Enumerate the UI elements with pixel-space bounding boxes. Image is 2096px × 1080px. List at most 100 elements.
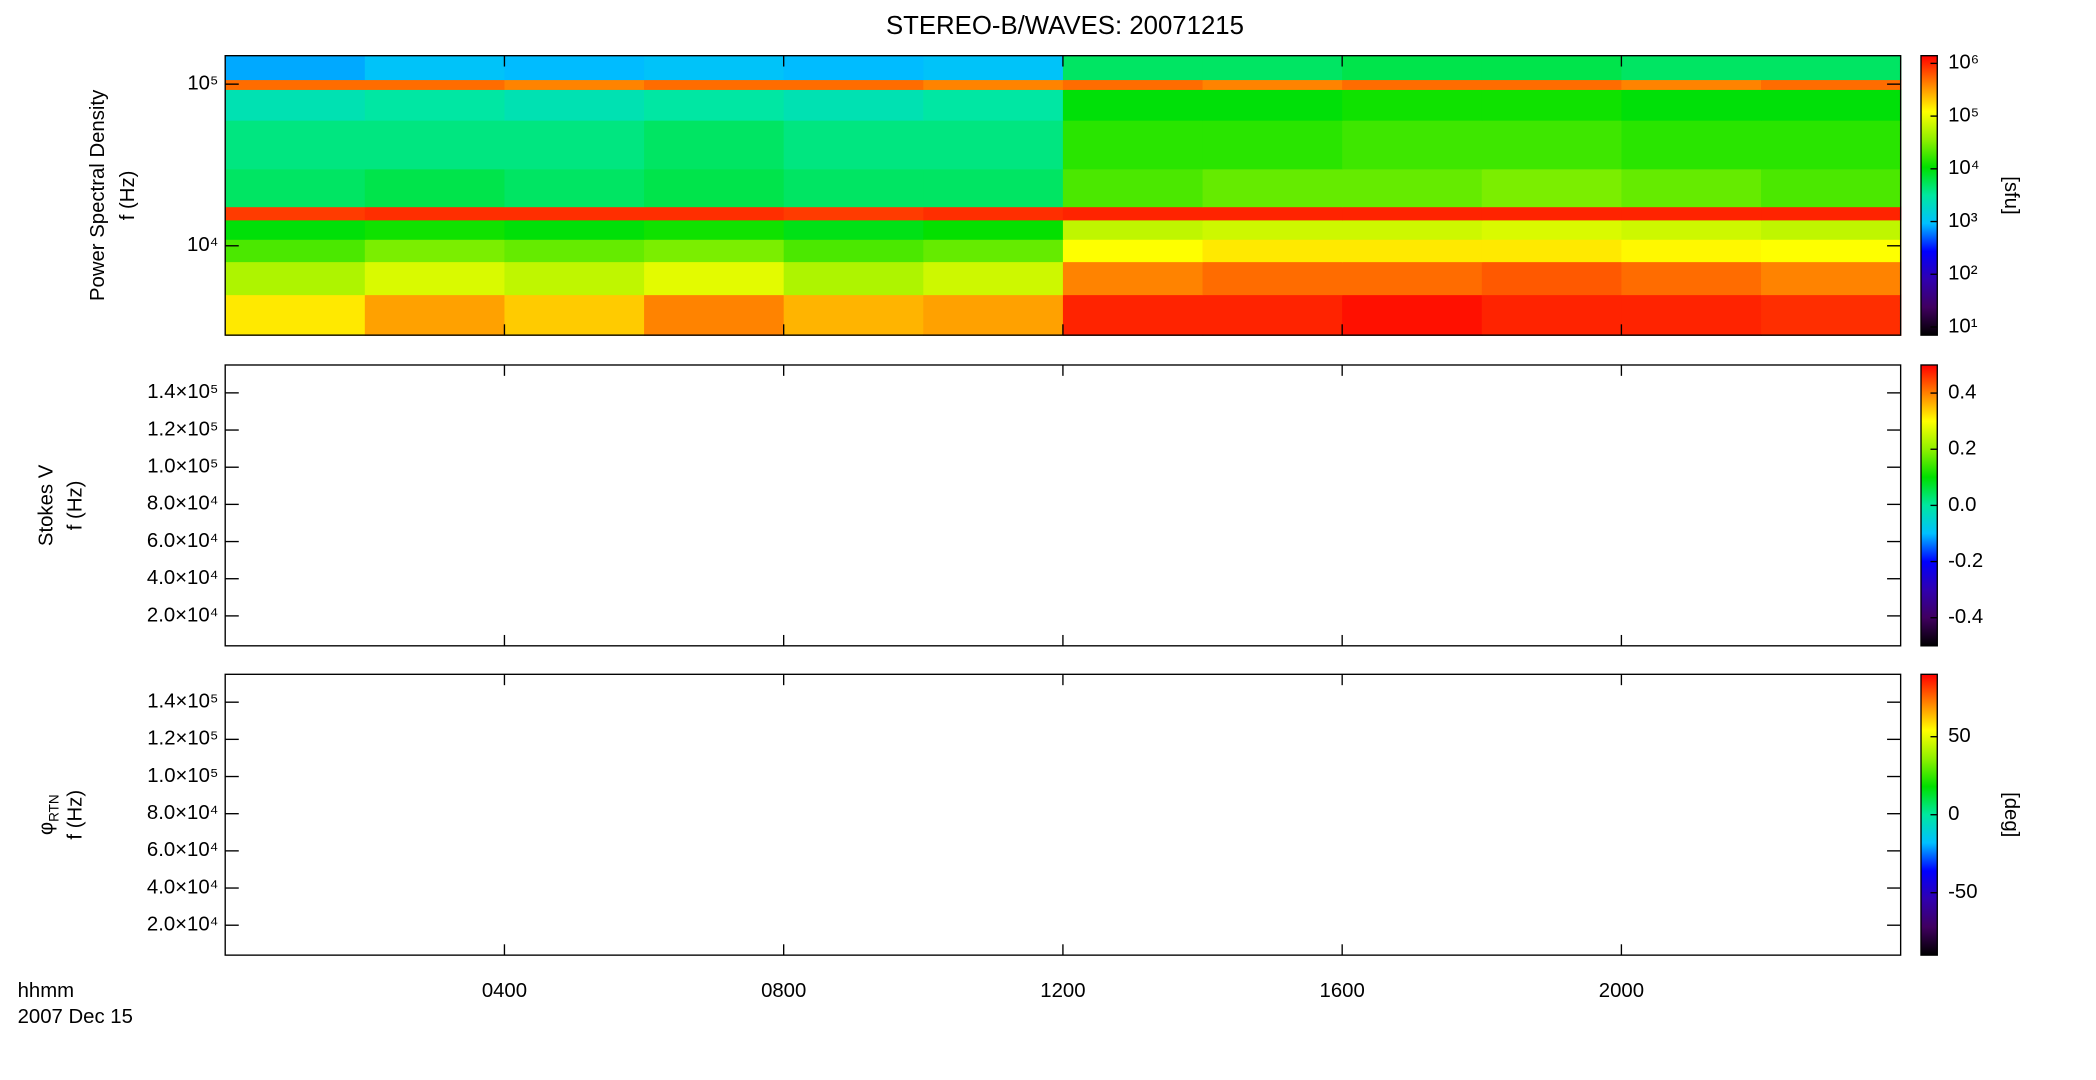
y-tick-label: 10⁵ [187, 73, 218, 95]
heatmap-cell [1342, 89, 1483, 121]
heatmap-cell [644, 239, 785, 263]
heatmap-cell [1621, 168, 1762, 208]
heatmap-cell [364, 168, 506, 208]
heatmap-cell [923, 219, 1064, 240]
heatmap-cell [923, 206, 1064, 221]
y-axis-title: Power Spectral Density [87, 89, 109, 301]
heatmap-cell [504, 261, 645, 296]
y-axis-title: φRTN [36, 794, 62, 835]
colorbar-tick-label: 10² [1948, 263, 1978, 285]
heatmap-cell [1761, 294, 1902, 336]
heatmap-cell [1202, 55, 1343, 81]
heatmap-cell [644, 294, 785, 336]
y-tick-label: 8.0×10⁴ [147, 802, 218, 824]
heatmap-cell [364, 79, 506, 90]
heatmap-cell [1621, 120, 1762, 170]
heatmap-cell [644, 261, 785, 296]
heatmap-cell [1062, 239, 1204, 263]
heatmap-cell [225, 239, 366, 263]
heatmap-cell [1342, 79, 1483, 90]
x-tick-label: 0800 [761, 980, 806, 1002]
colorbar-tick-label: -0.2 [1948, 550, 1983, 572]
heatmap-cell [923, 239, 1064, 263]
heatmap-cell [1342, 55, 1483, 81]
heatmap-cell [1202, 219, 1343, 240]
x-tick-label: 1200 [1040, 980, 1085, 1002]
heatmap-cell [225, 261, 366, 296]
heatmap-cell [923, 294, 1064, 336]
colorbar-tick-label: 10⁵ [1948, 104, 1979, 126]
colorbar-tick-label: 50 [1948, 725, 1971, 747]
heatmap-cell [783, 168, 924, 208]
y-axis-title: f (Hz) [64, 481, 86, 531]
heatmap-cell [1202, 206, 1343, 221]
heatmap-cell [364, 261, 506, 296]
colorbar [1920, 55, 1938, 336]
y-axis-title-text: Power Spectral Density [87, 89, 109, 301]
heatmap-cell [1621, 55, 1762, 81]
colorbar-tick-label: 0.2 [1948, 438, 1976, 460]
heatmap-cell [1481, 261, 1623, 296]
heatmap-cell [1342, 261, 1483, 296]
heatmap-cell [504, 206, 645, 221]
heatmap-cell [1621, 261, 1762, 296]
heatmap-cell [644, 79, 785, 90]
heatmap-cell [1761, 79, 1902, 90]
y-axis-title-text: φ [36, 822, 58, 835]
heatmap-cell [1481, 79, 1623, 90]
heatmap-cell [504, 239, 645, 263]
heatmap-cell [1062, 294, 1204, 336]
heatmap-cell [1481, 89, 1623, 121]
heatmap-cell [1342, 168, 1483, 208]
heatmap-cell [364, 206, 506, 221]
heatmap-cell [1761, 89, 1902, 121]
y-tick-label: 1.2×10⁵ [147, 418, 218, 440]
heatmap-cell [504, 55, 645, 81]
heatmap-cell [644, 206, 785, 221]
colorbar-tick-label: 10⁴ [1948, 157, 1979, 179]
heatmap-cell [1621, 206, 1762, 221]
colorbar-tick-label: -50 [1948, 881, 1977, 903]
heatmap-cell [1062, 206, 1204, 221]
heatmap-cell [504, 89, 645, 121]
y-tick-label: 4.0×10⁴ [147, 567, 218, 589]
y-tick-label: 1.4×10⁵ [147, 691, 218, 713]
heatmap-cell [1621, 219, 1762, 240]
heatmap-cell [1481, 239, 1623, 263]
x-tick-label: 2000 [1599, 980, 1644, 1002]
heatmap-cell [923, 79, 1064, 90]
heatmap-cell [225, 219, 366, 240]
heatmap-cell [783, 239, 924, 263]
x-axis-title: hhmm [18, 980, 74, 1002]
heatmap-cell [1481, 120, 1623, 170]
y-axis-title-subscript: RTN [47, 794, 62, 822]
heatmap-cell [225, 294, 366, 336]
heatmap-cell [644, 89, 785, 121]
heatmap-cell [504, 219, 645, 240]
heatmap-cell [783, 55, 924, 81]
heatmap-cell [1202, 168, 1343, 208]
heatmap-cell [504, 168, 645, 208]
colorbar-tick-label: 0.0 [1948, 494, 1976, 516]
y-tick-label: 1.0×10⁵ [147, 456, 218, 478]
heatmap-cell [1062, 89, 1204, 121]
heatmap-cell [783, 294, 924, 336]
x-tick-label: 0400 [482, 980, 527, 1002]
heatmap-cell [1621, 89, 1762, 121]
heatmap-cell [1202, 79, 1343, 90]
y-tick-label: 2.0×10⁴ [147, 914, 218, 936]
heatmap-cell [1621, 239, 1762, 263]
heatmap-cell [923, 89, 1064, 121]
heatmap-cell [923, 168, 1064, 208]
heatmap-cell [504, 294, 645, 336]
y-tick-label: 4.0×10⁴ [147, 876, 218, 898]
heatmap-cell [1062, 120, 1204, 170]
y-tick-label: 10⁴ [187, 234, 218, 256]
y-axis-title: Stokes V [36, 464, 58, 546]
colorbar-tick-label: -0.4 [1948, 606, 1983, 628]
heatmap-cell [1621, 79, 1762, 90]
heatmap-cell [225, 79, 366, 90]
heatmap-cell [1202, 120, 1343, 170]
heatmap-cell [1481, 206, 1623, 221]
